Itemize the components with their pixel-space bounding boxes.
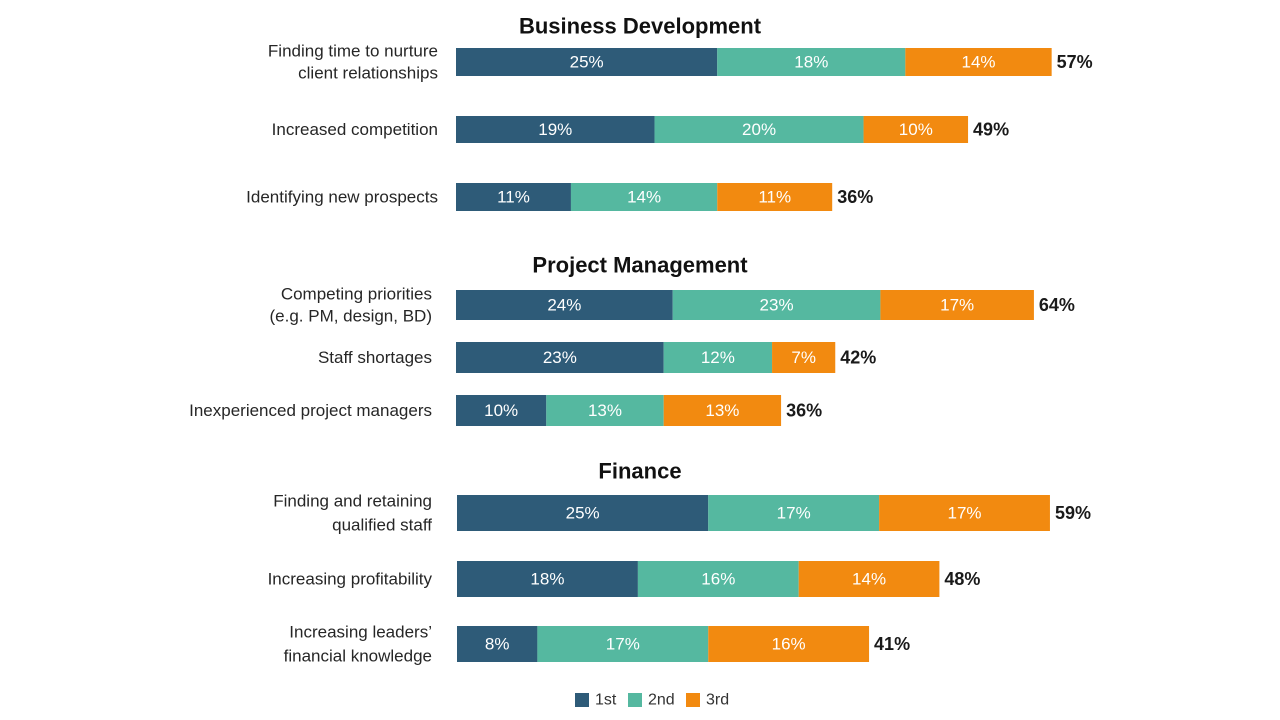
bar-segment-first: [456, 116, 655, 143]
bar-segment-second: [637, 561, 799, 597]
section-title: Finance: [598, 459, 681, 484]
category-label: Staff shortages: [318, 348, 432, 367]
segment-value-label: 17%: [606, 635, 640, 654]
segment-value-label: 10%: [899, 120, 933, 139]
bar-segment-third: [772, 342, 836, 373]
bar-segment-third: [905, 48, 1052, 76]
legend-swatch: [628, 693, 642, 707]
category-label: Finding time to nurture: [268, 42, 438, 61]
bar-segment-third: [863, 116, 969, 143]
total-value-label: 64%: [1039, 295, 1075, 315]
bar-segment-second: [537, 626, 709, 662]
total-value-label: 49%: [973, 120, 1009, 140]
segment-value-label: 11%: [758, 188, 791, 207]
bar-segment-second: [708, 495, 880, 531]
bar-segment-second: [654, 116, 864, 143]
bar-segment-third: [708, 626, 870, 662]
total-value-label: 57%: [1057, 52, 1093, 72]
section-title: Business Development: [519, 14, 762, 39]
segment-value-label: 16%: [772, 635, 806, 654]
segment-value-label: 12%: [701, 348, 735, 367]
legend-swatch: [575, 693, 589, 707]
segment-value-label: 13%: [588, 401, 622, 420]
segment-value-label: 18%: [530, 570, 564, 589]
bar-segment-first: [457, 561, 638, 597]
legend-item-third: 3rd: [686, 692, 729, 709]
category-label: Increased competition: [272, 120, 438, 139]
segment-value-label: 17%: [948, 504, 982, 523]
legend-item-second: 2nd: [628, 692, 675, 709]
bar-segment-third: [798, 561, 940, 597]
legend-item-first: 1st: [575, 692, 617, 709]
category-label: (e.g. PM, design, BD): [269, 307, 432, 326]
legend-label: 1st: [595, 692, 617, 709]
total-value-label: 36%: [837, 187, 873, 207]
segment-value-label: 7%: [791, 348, 816, 367]
total-value-label: 41%: [874, 634, 910, 654]
category-label: Increasing leaders’: [289, 623, 432, 642]
bar-segment-third: [879, 495, 1050, 531]
legend-swatch: [686, 693, 700, 707]
total-value-label: 42%: [840, 348, 876, 368]
segment-value-label: 8%: [485, 635, 510, 654]
bar-segment-first: [456, 395, 547, 426]
bar-segment-third: [663, 395, 782, 426]
bar-segment-first: [457, 495, 709, 531]
segment-value-label: 11%: [497, 188, 530, 207]
legend-label: 3rd: [706, 692, 729, 709]
segment-value-label: 17%: [777, 504, 811, 523]
segment-value-label: 14%: [627, 188, 661, 207]
category-label: client relationships: [298, 64, 438, 83]
segment-value-label: 24%: [547, 296, 581, 315]
bar-segment-second: [546, 395, 664, 426]
segment-value-label: 13%: [705, 401, 739, 420]
total-value-label: 48%: [944, 569, 980, 589]
segment-value-label: 14%: [961, 53, 995, 72]
bar-segment-second: [663, 342, 773, 373]
bar-segment-second: [672, 290, 881, 320]
segment-value-label: 25%: [570, 53, 604, 72]
bar-segment-first: [456, 290, 673, 320]
category-label: Identifying new prospects: [246, 188, 438, 207]
bar-segment-second: [570, 183, 718, 211]
category-label: Increasing profitability: [268, 570, 433, 589]
category-label: financial knowledge: [284, 647, 432, 666]
bar-segment-first: [456, 48, 718, 76]
segment-value-label: 17%: [940, 296, 974, 315]
bar-segment-first: [456, 342, 664, 373]
segment-value-label: 16%: [701, 570, 735, 589]
category-label: Finding and retaining: [273, 492, 432, 511]
category-label: Competing priorities: [281, 285, 432, 304]
category-label: qualified staff: [332, 516, 432, 535]
bar-segment-first: [456, 183, 571, 211]
category-label: Inexperienced project managers: [189, 401, 432, 420]
legend-label: 2nd: [648, 692, 675, 709]
section-title: Project Management: [532, 253, 748, 278]
segment-value-label: 23%: [760, 296, 794, 315]
segment-value-label: 20%: [742, 120, 776, 139]
segment-value-label: 25%: [566, 504, 600, 523]
segment-value-label: 23%: [543, 348, 577, 367]
bar-segment-first: [457, 626, 538, 662]
segment-value-label: 18%: [794, 53, 828, 72]
segment-value-label: 10%: [484, 401, 518, 420]
bar-segment-second: [717, 48, 906, 76]
total-value-label: 36%: [786, 401, 822, 421]
bar-segment-third: [717, 183, 833, 211]
segment-value-label: 14%: [852, 570, 886, 589]
bar-segment-third: [880, 290, 1034, 320]
total-value-label: 59%: [1055, 503, 1091, 523]
segment-value-label: 19%: [538, 120, 572, 139]
